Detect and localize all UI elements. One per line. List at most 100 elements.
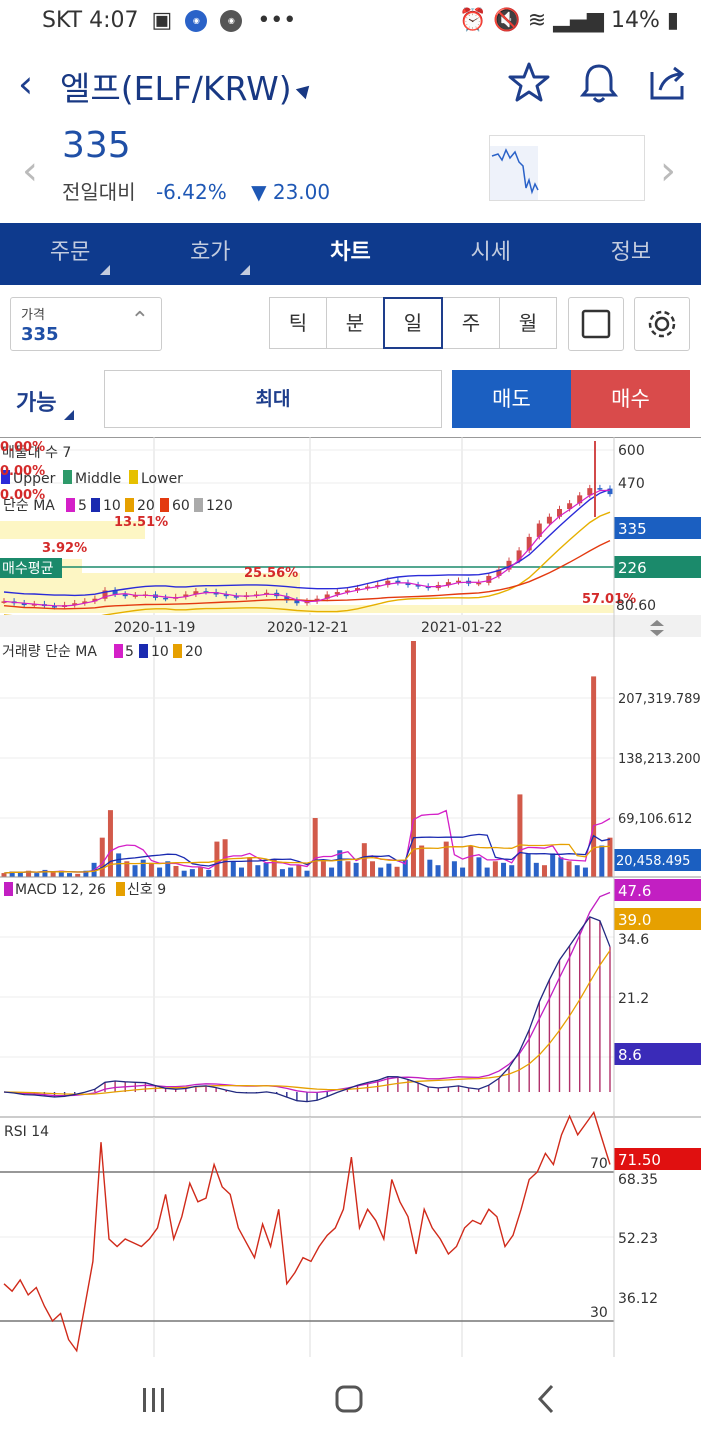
volume-bar [206,869,212,877]
candle [112,590,118,595]
dropdown-corner-icon [64,410,74,420]
volume-ma20-line [3,843,611,874]
volume-bar [427,859,433,877]
title-dropdown-icon[interactable] [295,80,315,100]
volume-bar [443,841,449,877]
chart-settings-button[interactable] [634,297,690,351]
volume-bar [214,841,220,877]
svg-text:Lower: Lower [141,471,183,487]
last-volume-badge [614,849,701,871]
period-tick-button[interactable]: 틱 [269,297,327,349]
volume-pane: 거래량 단순 MA 5 10 20 207,319.789 138,213.20… [0,637,701,877]
candlestick-series [1,484,613,610]
candle [294,600,300,604]
macd-value-badge [614,879,701,901]
candle [21,603,27,606]
page-title[interactable]: 엘프(ELF/KRW) [60,69,292,108]
candle [557,508,562,517]
candle [72,603,78,606]
back-nav-icon[interactable] [537,1384,554,1414]
svg-text:단순 MA: 단순 MA [3,498,55,514]
volume-bar [83,870,89,877]
volume-profile-bar [0,605,614,613]
svg-text:5: 5 [125,644,134,660]
svg-text:47.6: 47.6 [618,882,651,900]
order-mode-selector[interactable]: 가능 [16,391,57,416]
sell-button[interactable]: 매도 [452,370,571,428]
price-selector[interactable]: 가격 335 ⌃ [10,297,162,351]
main-tab-bar: 주문 호가 차트 시세 정보 [0,223,701,285]
star-icon[interactable] [504,58,554,108]
volume-bar [75,873,81,877]
svg-text:20: 20 [137,498,155,514]
volume-bar [329,867,335,877]
chevron-up-icon: ⌃ [130,308,149,333]
wifi-icon: ≋ [527,8,547,33]
clock: 4:07 [89,8,139,33]
mini-sparkline[interactable] [489,135,645,201]
y-tick: 36.12 [618,1291,658,1307]
volume-bar [345,861,351,877]
volume-bar [140,859,146,877]
resize-handle-icon[interactable] [650,620,664,636]
candle [183,594,189,598]
y-tick: 600 [618,443,645,459]
recent-apps-icon[interactable] [143,1388,164,1412]
candle [52,606,57,608]
volume-bar [181,870,187,877]
period-month-button[interactable]: 월 [499,297,557,349]
period-day-button[interactable]: 일 [383,297,443,349]
buy-button[interactable]: 매수 [571,370,690,428]
carrier-label: SKT [42,8,83,33]
volume-bar [67,873,73,877]
app-badge-icon: ◉ [185,10,208,32]
svg-text:3.92%: 3.92% [42,541,87,556]
tab-orderbook[interactable]: 호가 [140,223,280,285]
tab-market-price[interactable]: 시세 [470,240,511,265]
macd-signal-line [3,950,611,1095]
period-week-button[interactable]: 주 [442,297,500,349]
svg-text:20,458.495: 20,458.495 [616,854,690,869]
candle [1,601,7,603]
candle [284,596,290,601]
volume-bar [558,857,564,877]
period-selector: 틱 분 일 주 월 [269,297,557,349]
tab-chart[interactable]: 차트 [330,240,371,265]
signal-value-badge [614,908,701,930]
share-icon[interactable] [642,58,692,108]
volume-bar [116,853,122,877]
candle [567,503,573,509]
volume-bar [50,872,56,877]
candle [506,560,512,570]
candle [445,582,451,586]
signal-icon: ▂▄▆ [553,8,604,33]
y-tick: 207,319.789 [618,692,701,707]
fullscreen-button[interactable] [568,297,624,351]
square-icon [581,309,611,339]
chart-panel[interactable]: 매물대 수 7 Upper Middle Lower 단순 MA 5 10 20… [0,437,701,1357]
svg-text:120: 120 [206,498,233,514]
previous-coin-arrow-icon[interactable]: ‹ [22,148,38,194]
tab-info[interactable]: 정보 [610,240,652,265]
rsi-level-label: 70 [590,1156,608,1172]
back-arrow-icon[interactable]: ‹ [18,62,34,106]
system-navigation-bar [0,1358,701,1440]
order-quantity-field[interactable]: 최대 [104,370,442,428]
x-tick: 2020-11-19 [114,620,195,636]
date-axis: 2020-11-19 2020-12-21 2021-01-22 [0,615,701,637]
candle [536,523,542,537]
home-icon[interactable] [335,1385,363,1413]
tab-order[interactable]: 주문 [0,223,140,285]
macd-title: MACD 12, 26 [15,882,106,898]
candle [456,580,461,583]
price-change-row: 전일대비 -6.42% ▼ 23.00 [62,176,330,205]
period-minute-button[interactable]: 분 [326,297,384,349]
next-coin-arrow-icon[interactable]: › [660,148,676,194]
candle [163,597,169,600]
avg-buy-badge [0,558,62,578]
ma-legend: 단순 MA 5 10 20 60 120 [3,498,233,514]
bell-icon[interactable] [574,58,624,108]
candle [415,585,421,587]
bollinger-upper-line [3,488,611,597]
candle [577,495,583,504]
